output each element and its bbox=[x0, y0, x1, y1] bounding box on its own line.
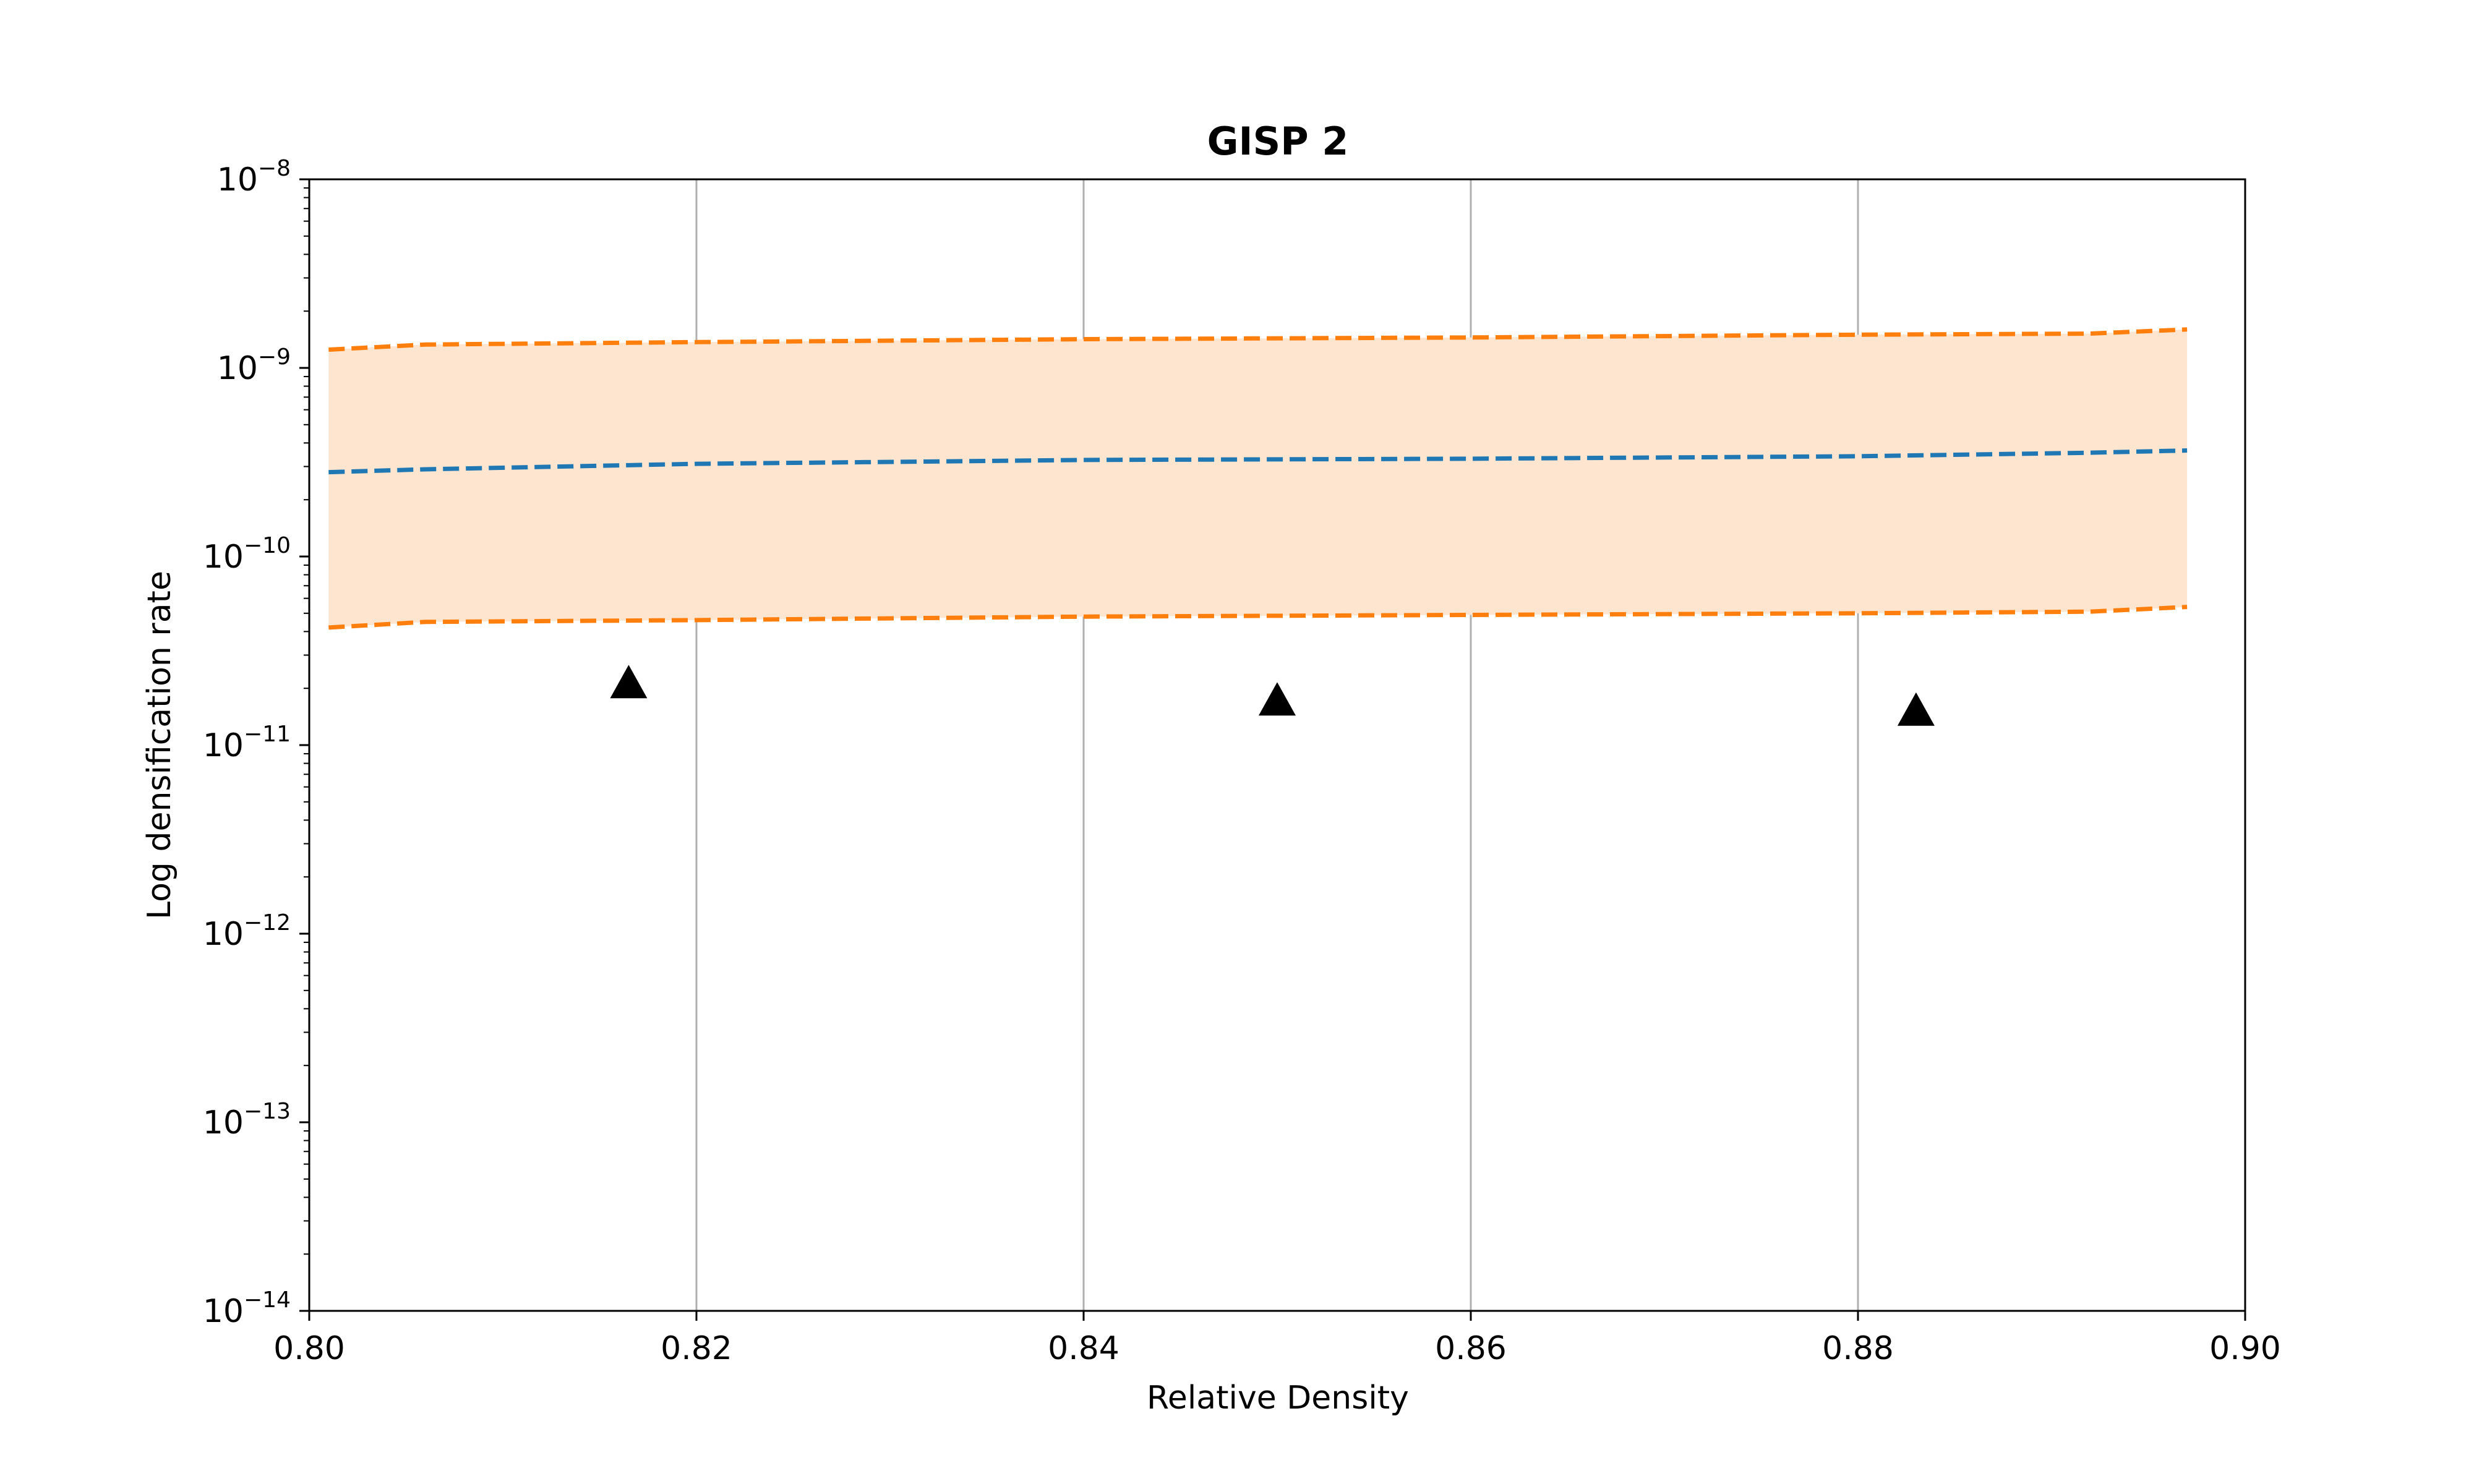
y-tick-label: 10−10 bbox=[203, 533, 291, 576]
y-axis-ticks: 10−14 10−13 10−12 10−11 10−10 10−9 10−8 bbox=[203, 156, 309, 1330]
x-axis-label: Relative Density bbox=[1147, 1380, 1409, 1417]
y-tick-label: 10−12 bbox=[203, 910, 291, 953]
y-tick-label: 10−9 bbox=[217, 344, 291, 387]
y-tick-label: 10−13 bbox=[203, 1099, 291, 1141]
x-tick-label: 0.80 bbox=[273, 1330, 345, 1367]
y-tick-label: 10−14 bbox=[203, 1287, 291, 1330]
y-axis-label: Log densification rate bbox=[141, 571, 178, 919]
x-tick-label: 0.88 bbox=[1822, 1330, 1894, 1367]
chart-title: GISP 2 bbox=[1207, 119, 1349, 164]
confidence-band bbox=[328, 329, 2188, 628]
observation-markers bbox=[610, 665, 1935, 726]
y-tick-label: 10−11 bbox=[203, 722, 291, 764]
series-line-upper bbox=[328, 327, 2188, 352]
x-tick-label: 0.82 bbox=[661, 1330, 732, 1367]
series-line-mean bbox=[328, 448, 2188, 475]
x-tick-label: 0.86 bbox=[1435, 1330, 1507, 1367]
series-lines bbox=[328, 327, 2188, 630]
x-tick-label: 0.84 bbox=[1048, 1330, 1119, 1367]
data-point-marker bbox=[610, 665, 648, 699]
data-point-marker bbox=[1259, 682, 1296, 716]
x-axis-ticks: 0.80 0.82 0.84 0.86 0.88 0.90 bbox=[273, 1311, 2281, 1367]
data-point-marker bbox=[1897, 692, 1935, 726]
confidence-band-area bbox=[328, 329, 2188, 628]
y-tick-label: 10−8 bbox=[217, 156, 291, 198]
x-tick-label: 0.90 bbox=[2209, 1330, 2281, 1367]
series-line-lower bbox=[328, 605, 2188, 630]
